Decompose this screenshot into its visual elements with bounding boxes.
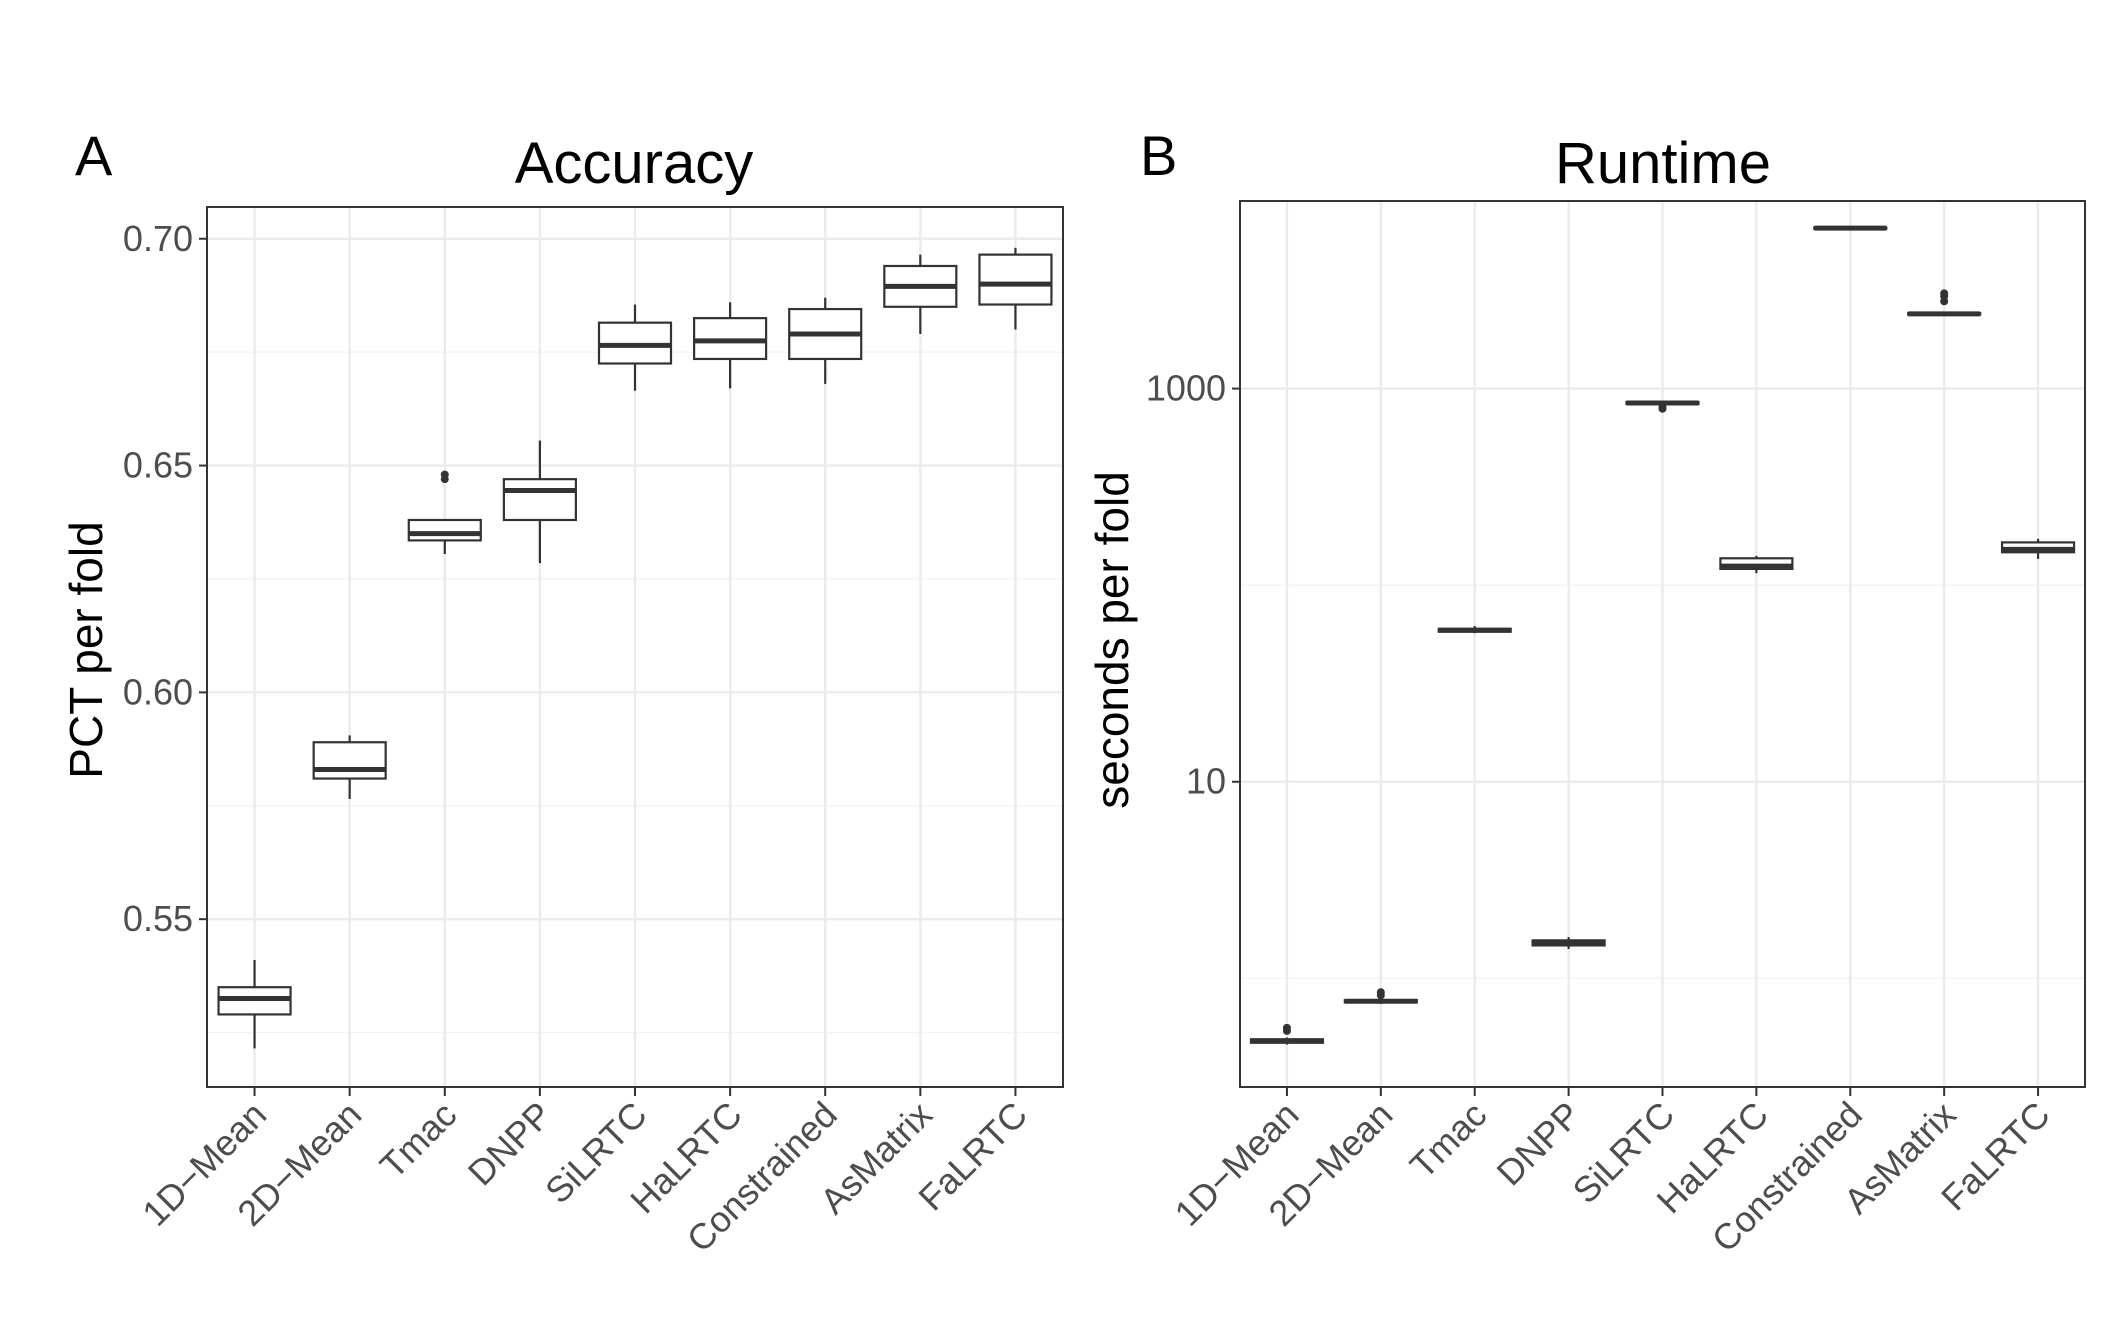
runtime-box-4 [1625, 400, 1700, 413]
accuracy-y-tick-label-2: 0.65 [123, 445, 193, 486]
box-iqr [312, 741, 387, 780]
box-iqr [978, 253, 1053, 306]
runtime-y-tick-label-0: 10 [1186, 761, 1226, 802]
accuracy-y-tick-label-0: 0.55 [123, 898, 193, 939]
panel-tag-a: A [75, 124, 113, 187]
accuracy-box-2 [407, 470, 482, 555]
outlier-point-2 [1940, 289, 1949, 298]
runtime-box-3 [1531, 937, 1606, 949]
runtime-chart-title: Runtime [1555, 131, 1771, 196]
runtime-box-2 [1437, 625, 1512, 634]
accuracy-y-tick-label-3: 0.70 [123, 218, 193, 259]
accuracy-box-8 [978, 247, 1053, 330]
accuracy-chart-title: Accuracy [515, 131, 754, 196]
accuracy-box-3 [502, 440, 577, 564]
accuracy-y-tick-label-1: 0.60 [123, 671, 193, 712]
accuracy-box-4 [597, 304, 673, 391]
runtime-box-1 [1343, 988, 1418, 1005]
box-iqr [502, 478, 577, 522]
runtime-y-axis-title: seconds per fold [1086, 471, 1138, 809]
accuracy-boxes [217, 247, 1053, 1049]
runtime-box-7 [1907, 289, 1982, 317]
runtime-box-6 [1813, 225, 1888, 231]
accuracy-y-axis-title: PCT per fold [60, 521, 112, 778]
panel-tag-b: B [1140, 124, 1177, 187]
runtime-boxes [1249, 225, 2076, 1045]
accuracy-box-7 [883, 254, 958, 335]
accuracy-box-1 [312, 735, 387, 799]
accuracy-box-6 [788, 297, 863, 384]
accuracy-box-5 [693, 302, 768, 389]
runtime-gridlines [1240, 201, 2085, 1087]
box-iqr [1719, 557, 1794, 570]
outlier-point-1 [1658, 403, 1667, 412]
box-iqr [407, 518, 482, 542]
outlier-point-1 [1376, 988, 1385, 997]
accuracy-box-0 [217, 959, 292, 1049]
outlier-point-1 [440, 470, 449, 479]
outlier-point-1 [1282, 1023, 1291, 1032]
runtime-box-8 [2000, 538, 2076, 559]
runtime-box-5 [1719, 555, 1794, 574]
runtime-y-tick-label-1: 1000 [1146, 368, 1226, 409]
runtime-box-0 [1249, 1023, 1325, 1045]
